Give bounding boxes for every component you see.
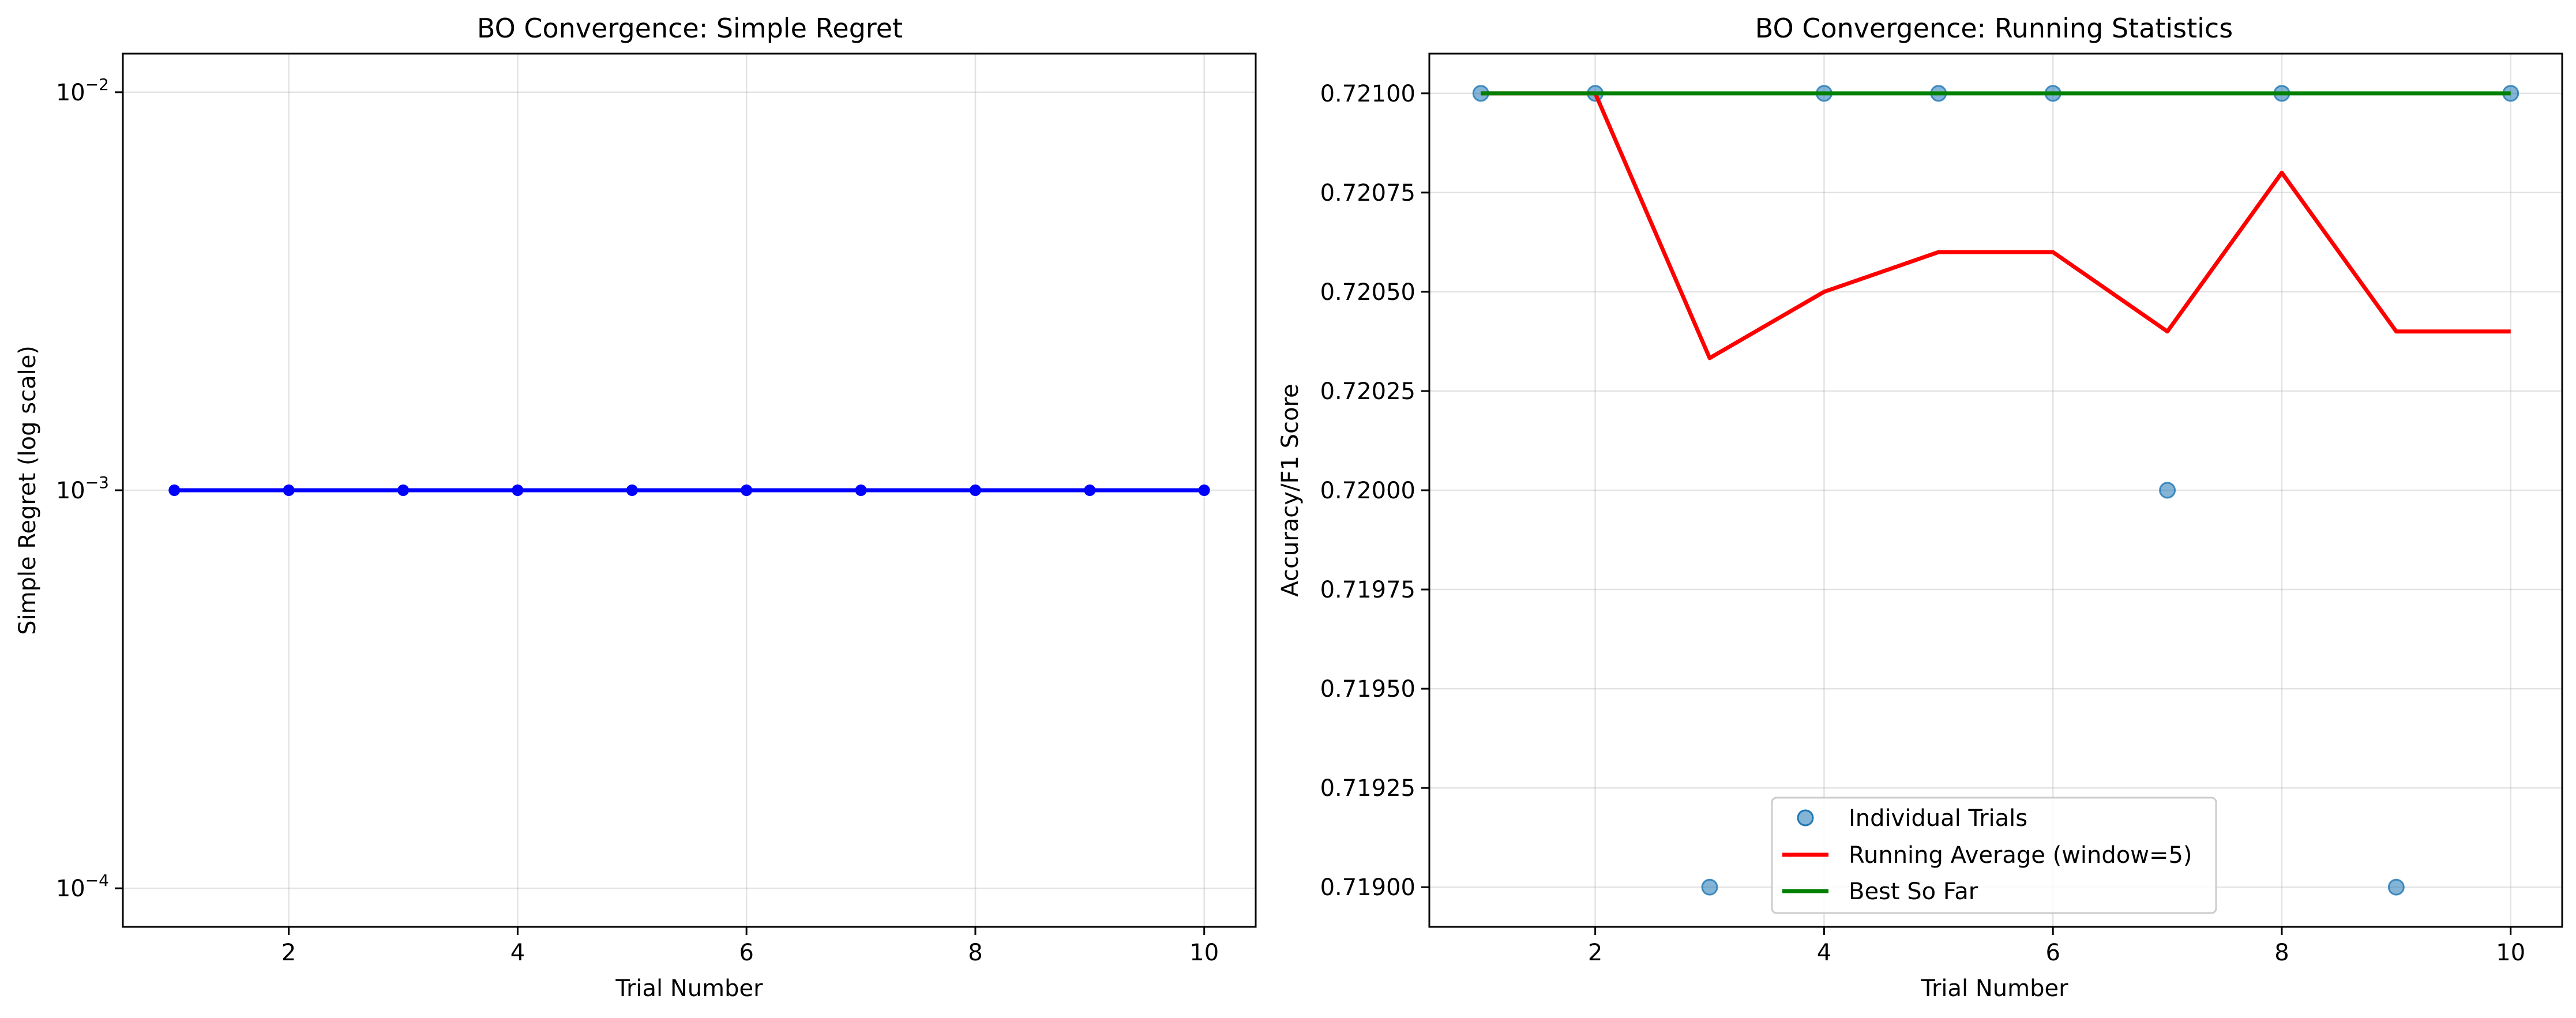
- regret-point: [741, 484, 753, 496]
- y-tick-label: 10−3: [56, 473, 109, 504]
- y-tick-label: 0.72025: [1320, 378, 1415, 405]
- regret-point: [397, 484, 410, 496]
- left-data: [168, 484, 1210, 496]
- legend-box: [1771, 797, 2217, 914]
- left-chart: BO Convergence: Simple Regret 2 4 6 8 10 10−…: [14, 13, 1257, 1002]
- left-y-ticks: 10−2 10−3 10−4: [56, 75, 123, 902]
- left-x-ticks: 2 4 6 8 10: [281, 927, 1219, 966]
- x-tick-label: 4: [510, 940, 525, 966]
- left-chart-title: BO Convergence: Simple Regret: [477, 13, 903, 44]
- individual-trial-point: [2159, 482, 2176, 499]
- x-tick-label: 10: [1189, 940, 1219, 966]
- y-tick-label: 0.72075: [1320, 180, 1415, 206]
- right-chart: BO Convergence: Running Statistics 2 4 6 8 1…: [1277, 13, 2563, 1002]
- right-x-ticks: 2 4 6 8 10: [1588, 927, 2525, 966]
- right-y-ticks: 0.71900 0.71925 0.71950 0.71975 0.72000 0.720…: [1320, 81, 1429, 901]
- x-tick-label: 8: [2274, 940, 2289, 966]
- regret-point: [168, 484, 181, 496]
- y-tick-label: 0.72100: [1320, 81, 1415, 107]
- x-tick-label: 8: [968, 940, 982, 966]
- legend-label-running-average: Running Average (window=5): [1849, 842, 2192, 869]
- right-x-axis-label: Trial Number: [1920, 975, 2068, 1002]
- y-tick-label: 10−4: [56, 871, 109, 902]
- y-tick-label: 10−2: [56, 75, 109, 106]
- x-tick-label: 6: [739, 940, 753, 966]
- legend-label-best-so-far: Best So Far: [1849, 878, 1978, 905]
- left-x-axis-label: Trial Number: [615, 975, 763, 1002]
- x-tick-label: 4: [1817, 940, 1831, 966]
- individual-trial-point: [1701, 878, 1718, 896]
- right-legend: Individual Trials Running Average (windo…: [1771, 797, 2217, 914]
- regret-point: [969, 484, 981, 496]
- regret-point: [855, 484, 867, 496]
- x-tick-label: 6: [2045, 940, 2060, 966]
- regret-point: [1084, 484, 1096, 496]
- left-y-axis-label: Simple Regret (log scale): [14, 345, 41, 635]
- right-y-axis-label: Accuracy/F1 Score: [1277, 384, 1304, 596]
- regret-point: [626, 484, 638, 496]
- regret-point: [1198, 484, 1210, 496]
- legend-label-individual-trials: Individual Trials: [1849, 805, 2027, 832]
- right-chart-title: BO Convergence: Running Statistics: [1755, 13, 2233, 44]
- individual-trial-point: [2387, 878, 2405, 896]
- regret-point: [283, 484, 295, 496]
- legend-marker-individual-trials: [1797, 809, 1814, 827]
- running-average-line: [1481, 91, 2511, 360]
- y-tick-label: 0.71925: [1320, 775, 1415, 802]
- y-tick-label: 0.72000: [1320, 478, 1415, 504]
- x-tick-label: 2: [1588, 940, 1602, 966]
- right-data: [1472, 85, 2519, 896]
- y-tick-label: 0.71900: [1320, 874, 1415, 901]
- y-tick-label: 0.72050: [1320, 279, 1415, 306]
- x-tick-label: 2: [281, 940, 296, 966]
- y-tick-label: 0.71975: [1320, 577, 1415, 603]
- y-tick-label: 0.71950: [1320, 676, 1415, 703]
- x-tick-label: 10: [2496, 940, 2525, 966]
- regret-point: [512, 484, 524, 496]
